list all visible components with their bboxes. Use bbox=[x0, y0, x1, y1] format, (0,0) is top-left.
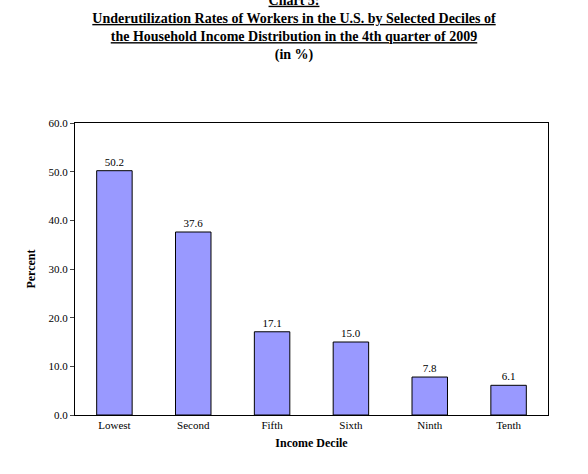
svg-text:7.8: 7.8 bbox=[423, 362, 437, 374]
svg-text:6.1: 6.1 bbox=[502, 370, 516, 382]
svg-text:Second: Second bbox=[177, 419, 210, 431]
svg-text:Tenth: Tenth bbox=[496, 419, 521, 431]
svg-text:Income Decile: Income Decile bbox=[275, 436, 348, 450]
svg-text:Percent: Percent bbox=[24, 249, 38, 288]
svg-text:15.0: 15.0 bbox=[341, 327, 361, 339]
svg-text:17.1: 17.1 bbox=[262, 317, 281, 329]
svg-text:Chart 5:Underutilization Rates: Chart 5:Underutilization Rates of Worker… bbox=[92, 0, 496, 63]
svg-text:40.0: 40.0 bbox=[49, 214, 69, 226]
svg-text:0.0: 0.0 bbox=[54, 409, 68, 421]
svg-text:37.6: 37.6 bbox=[183, 217, 203, 229]
svg-text:Sixth: Sixth bbox=[339, 419, 363, 431]
svg-text:Lowest: Lowest bbox=[98, 419, 130, 431]
svg-text:10.0: 10.0 bbox=[49, 360, 69, 372]
svg-text:20.0: 20.0 bbox=[49, 312, 69, 324]
svg-text:Fifth: Fifth bbox=[261, 419, 283, 431]
svg-text:30.0: 30.0 bbox=[49, 263, 69, 275]
svg-text:Ninth: Ninth bbox=[417, 419, 443, 431]
svg-text:50.0: 50.0 bbox=[49, 166, 69, 178]
svg-text:50.2: 50.2 bbox=[105, 156, 124, 168]
svg-text:60.0: 60.0 bbox=[49, 117, 69, 129]
